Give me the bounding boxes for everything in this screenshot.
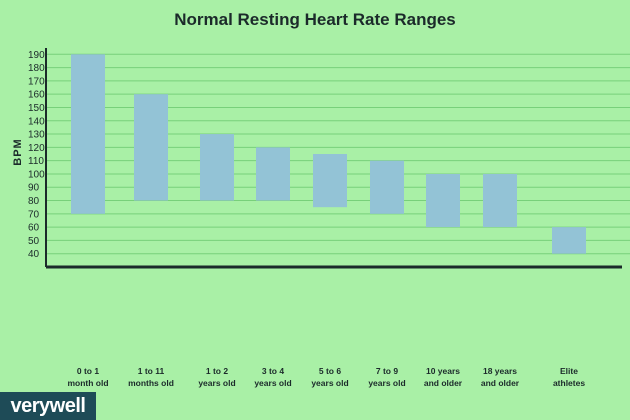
category-label: athletes bbox=[553, 378, 585, 388]
y-tick-label: 70 bbox=[28, 209, 40, 220]
y-tick-label: 170 bbox=[28, 76, 45, 87]
range-bar bbox=[134, 94, 168, 201]
bar-series bbox=[71, 54, 586, 254]
category-label: 1 to 2 bbox=[206, 366, 228, 376]
y-tick-label: 80 bbox=[28, 196, 40, 207]
category-label: 1 to 11 bbox=[138, 366, 165, 376]
range-bar bbox=[200, 134, 234, 201]
category-label: month old bbox=[67, 378, 108, 388]
range-bar bbox=[256, 147, 290, 201]
category-label: 3 to 4 bbox=[262, 366, 284, 376]
y-tick-label: 190 bbox=[28, 50, 45, 61]
y-axis-label: BPM bbox=[12, 138, 24, 165]
brand-logo: verywell bbox=[0, 392, 96, 420]
category-label: and older bbox=[424, 378, 463, 388]
y-tick-label: 90 bbox=[28, 183, 40, 194]
category-label: 5 to 6 bbox=[319, 366, 341, 376]
y-tick-label: 110 bbox=[28, 156, 44, 167]
range-bar bbox=[552, 227, 586, 254]
chart-title: Normal Resting Heart Rate Ranges bbox=[174, 10, 456, 29]
y-tick-label: 50 bbox=[28, 236, 40, 247]
range-bar bbox=[313, 154, 347, 208]
range-bar bbox=[370, 160, 404, 214]
y-tick-label: 120 bbox=[28, 143, 45, 154]
y-tick-label: 140 bbox=[28, 116, 45, 127]
axes bbox=[45, 48, 622, 269]
range-bar bbox=[426, 173, 460, 228]
y-tick-label: 180 bbox=[28, 63, 45, 74]
category-label: 18 years bbox=[483, 366, 517, 376]
y-tick-label: 100 bbox=[28, 169, 45, 180]
category-label: Elite bbox=[560, 366, 578, 376]
y-tick-label: 130 bbox=[28, 130, 45, 141]
y-tick-label: 40 bbox=[28, 249, 40, 260]
category-label: years old bbox=[311, 378, 348, 388]
category-label: and older bbox=[481, 378, 520, 388]
y-tick-label: 150 bbox=[28, 103, 45, 114]
y-tick-label: 160 bbox=[28, 90, 45, 101]
category-label: years old bbox=[198, 378, 235, 388]
range-bar bbox=[483, 173, 517, 228]
category-label: 10 years bbox=[426, 366, 460, 376]
category-label: years old bbox=[368, 378, 405, 388]
category-label: months old bbox=[128, 378, 174, 388]
category-label: 7 to 9 bbox=[376, 366, 398, 376]
y-tick-label: 60 bbox=[28, 223, 40, 234]
range-bar bbox=[71, 54, 105, 214]
category-label: years old bbox=[254, 378, 291, 388]
category-label: 0 to 1 bbox=[77, 366, 99, 376]
category-labels: 0 to 1 month old 1 to 11 months old 1 to 2 ye… bbox=[67, 366, 585, 388]
y-tick-labels: 40 50 60 70 80 90 100 110 120 130 140 150 160 170 180 1… bbox=[28, 50, 45, 260]
